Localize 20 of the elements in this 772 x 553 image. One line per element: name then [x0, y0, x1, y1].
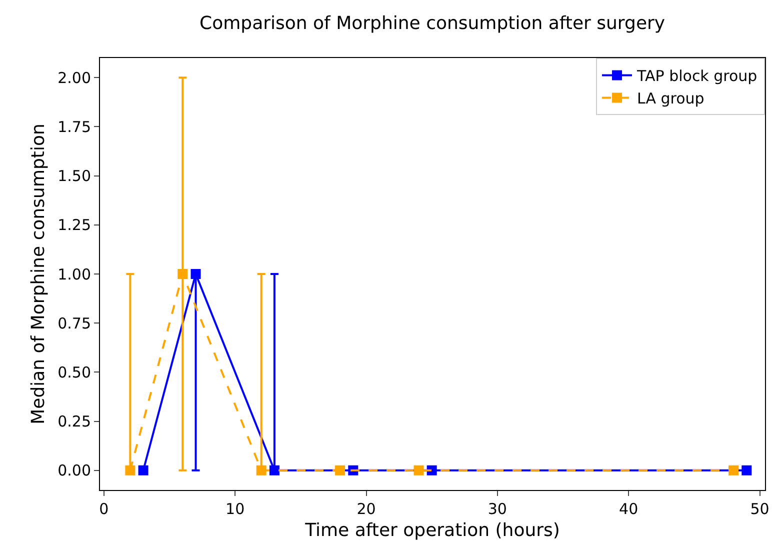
y-tick-label: 0.00	[58, 462, 91, 480]
y-tick-label: 1.75	[58, 118, 91, 136]
y-tick-label: 0.50	[58, 363, 91, 382]
x-axis-title: Time after operation (hours)	[304, 520, 560, 542]
x-tick-label: 0	[99, 500, 109, 518]
legend-label: TAP block group	[636, 67, 758, 86]
y-tick-label: 1.25	[58, 216, 91, 234]
x-tick-label: 10	[226, 500, 245, 518]
x-tick-label: 50	[750, 500, 770, 518]
x-tick-label: 30	[488, 500, 507, 518]
chart-title: Comparison of Morphine consumption after surgery	[200, 13, 666, 34]
y-tick-label: 2.00	[58, 68, 91, 87]
y-axis-title: Median of Morphine consumption	[28, 124, 49, 424]
y-tick-label: 0.75	[58, 314, 91, 332]
y-tick-label: 1.00	[58, 265, 91, 284]
y-tick-label: 0.25	[58, 412, 91, 431]
y-tick-label: 1.50	[58, 167, 91, 186]
legend-label: LA group	[637, 90, 704, 108]
x-tick-label: 20	[356, 500, 376, 518]
x-tick-label: 40	[619, 500, 638, 518]
